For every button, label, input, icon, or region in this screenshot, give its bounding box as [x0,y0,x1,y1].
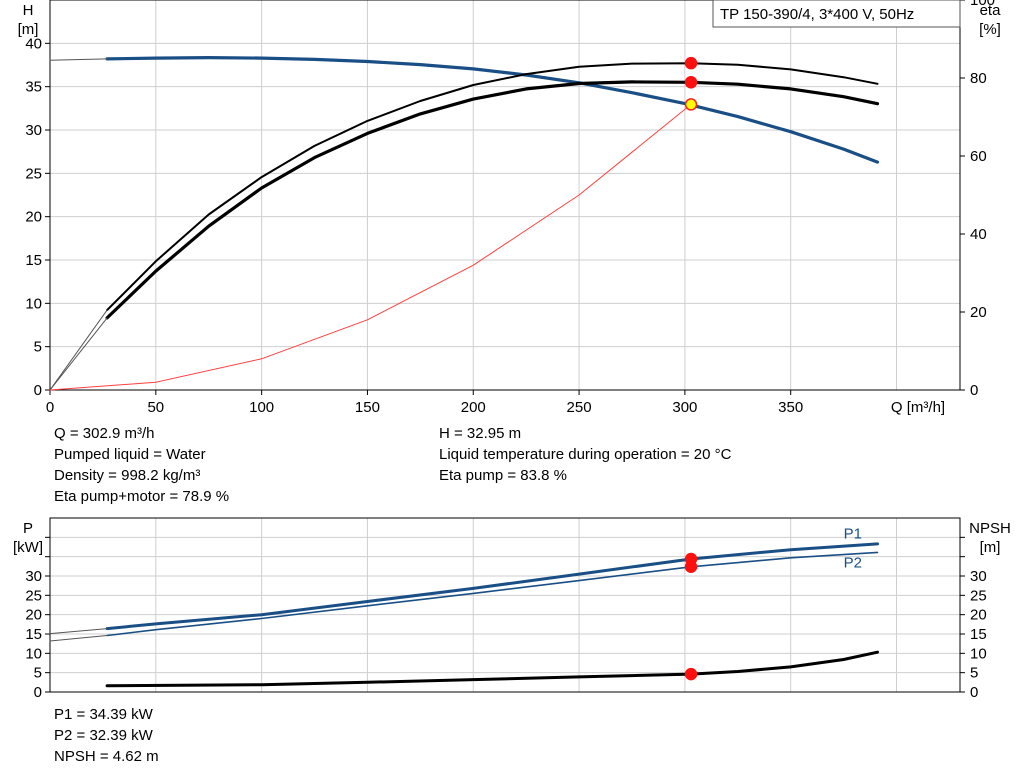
info-flow: Q = 302.9 m³/h [54,425,155,442]
chart1-x-tick-label: 350 [778,399,803,416]
chart1-series-head [105,56,880,164]
chart1-y2label-unit: [%] [979,21,1001,38]
info-p2: P2 = 32.39 kW [54,727,153,744]
chart1-y2-tick-label: 0 [970,382,978,399]
chart2-ylabel-unit: [kW] [13,539,43,556]
chart1-x-tick-label: 250 [567,399,592,416]
chart2-ylabel: P [23,520,33,537]
info-eta-pump: Eta pump = 83.8 % [439,467,567,484]
chart1-y2label: eta [980,2,1002,19]
chart1-x-tick-label: 200 [461,399,486,416]
chart1-y2-tick-label: 60 [970,148,987,165]
chart1-y-tick-label: 25 [25,165,42,182]
chart2-frame [49,517,961,693]
chart2-duty-point-marker [684,667,698,681]
chart2-y-tick-label: 15 [25,626,42,643]
chart1-duty-point-marker [684,56,698,70]
chart1-series-eta-pump [106,62,879,312]
chart2-y2-tick-label: 0 [970,684,978,701]
chart2-series-P1 [105,542,879,631]
chart2-y-tick-label: 0 [34,684,42,701]
chart1-x-tick-label: 100 [249,399,274,416]
chart2-y2label: NPSH [969,520,1011,537]
chart1-x-tick-label: 150 [355,399,380,416]
info-npsh: NPSH = 4.62 m [54,748,159,765]
chart1-x-tick-label: 0 [46,399,54,416]
info-temperature: Liquid temperature during operation = 20… [439,446,732,463]
chart2-y-tick-label: 5 [34,665,42,682]
chart2-series-p2-extension [49,635,108,642]
chart1-y-tick-label: 40 [25,35,42,52]
chart2-duty-point-marker [684,560,698,574]
chart1-frame [49,0,961,391]
chart1-title: TP 150-390/4, 3*400 V, 50Hz [720,6,914,23]
chart2-y2label-unit: [m] [980,539,1001,556]
chart1-y-tick-label: 10 [25,295,42,312]
chart2-y-tick-label: 30 [25,568,42,585]
chart1-ylabel: H [23,2,34,19]
chart1-series-eta-motor-extension [49,317,108,391]
chart1-title-box [712,0,961,28]
chart1-duty-point-marker [684,76,698,89]
chart1-series-head-extension [49,58,108,61]
chart1-y2-tick-label: 100 [970,0,995,9]
chart1-ylabel-unit: [m] [18,21,39,38]
power-info: P1 = 34.39 kW P2 = 32.39 kW NPSH = 4.62 … [54,704,159,767]
duty-point-info-right: H = 32.95 m Liquid temperature during op… [439,423,731,486]
chart1-y2-tick-label: 80 [970,70,987,87]
chart2-y2-tick-label: 5 [970,665,978,682]
chart1-y-tick-label: 15 [25,252,42,269]
chart2-y-tick-label: 20 [25,607,42,624]
chart1-series-eta-pump-motor [105,80,880,320]
chart1-y2-tick-label: 40 [970,226,987,243]
chart2-y2-tick-label: 25 [970,587,987,604]
chart1-x-tick-label: 300 [672,399,697,416]
chart2-curve-label: P2 [844,554,862,571]
info-density: Density = 998.2 kg/m³ [54,467,201,484]
info-p1: P1 = 34.39 kW [54,706,153,723]
chart2-y2-tick-label: 15 [970,626,987,643]
chart2-curve-label: P1 [844,525,862,542]
chart2-y2-tick-label: 30 [970,568,987,585]
chart1-y-tick-label: 30 [25,122,42,139]
chart2-y2-tick-label: 20 [970,607,987,624]
chart1-series-eta-extension [49,309,108,391]
chart1-y-tick-label: 5 [34,339,42,356]
chart1-y-tick-label: 35 [25,79,42,96]
chart1-duty-point-marker [684,98,698,111]
chart1-y2-tick-label: 20 [970,304,987,321]
chart2-series-p1-extension [49,628,108,635]
chart1-xlabel: Q [m³/h] [891,399,945,416]
chart2-series-npsh [105,650,879,688]
chart2-y2-tick-label: 10 [970,645,987,662]
info-liquid: Pumped liquid = Water [54,446,206,463]
chart2-y-tick-label: 25 [25,587,42,604]
info-eta-pump-motor: Eta pump+motor = 78.9 % [54,488,230,505]
duty-point-info-left: Q = 302.9 m³/h Pumped liquid = Water Den… [54,423,229,507]
chart1-x-tick-label: 50 [147,399,164,416]
chart1-y-tick-label: 0 [34,382,42,399]
chart1-series-system-curve [49,103,692,391]
info-head: H = 32.95 m [439,425,522,442]
chart1-y-tick-label: 20 [25,209,42,226]
chart2-series-P2 [106,551,879,637]
chart2-y-tick-label: 10 [25,645,42,662]
